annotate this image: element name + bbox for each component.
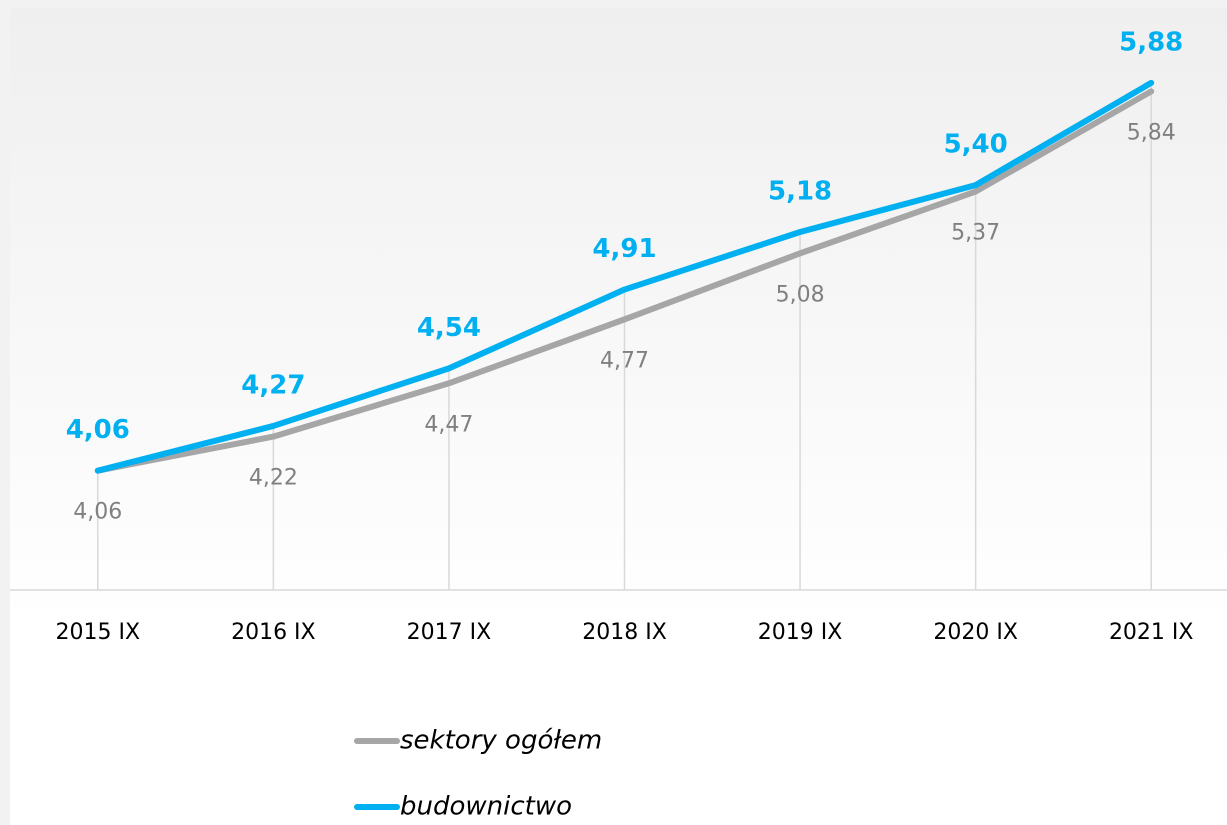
x-tick-label: 2018 IX [582,620,667,645]
data-label: 5,18 [768,177,832,207]
x-tick-label: 2019 IX [758,620,843,645]
data-label: 4,91 [592,234,656,264]
data-label: 4,47 [424,412,473,437]
x-tick-label: 2015 IX [56,620,141,645]
x-tick-label: 2016 IX [231,620,316,645]
data-label: 5,37 [951,221,1000,246]
data-label: 4,77 [600,348,649,373]
data-label: 4,06 [66,415,130,445]
line-1 [94,79,1155,474]
line-0 [94,88,1155,474]
data-label: 4,06 [73,500,122,525]
data-label: 5,08 [776,282,825,307]
data-label: 4,54 [417,313,481,343]
x-tick-label: 2021 IX [1109,620,1194,645]
plot-background [10,8,1227,825]
x-tick-label: 2017 IX [407,620,492,645]
data-label: 5,84 [1127,120,1176,145]
x-tick-label: 2020 IX [933,620,1018,645]
legend-label: sektory ogółem [400,726,602,756]
legend-label: budownictwo [400,792,572,822]
data-label: 5,88 [1119,27,1183,57]
data-label: 4,22 [249,466,298,491]
data-label: 5,40 [944,130,1008,160]
data-label: 4,27 [241,370,305,400]
